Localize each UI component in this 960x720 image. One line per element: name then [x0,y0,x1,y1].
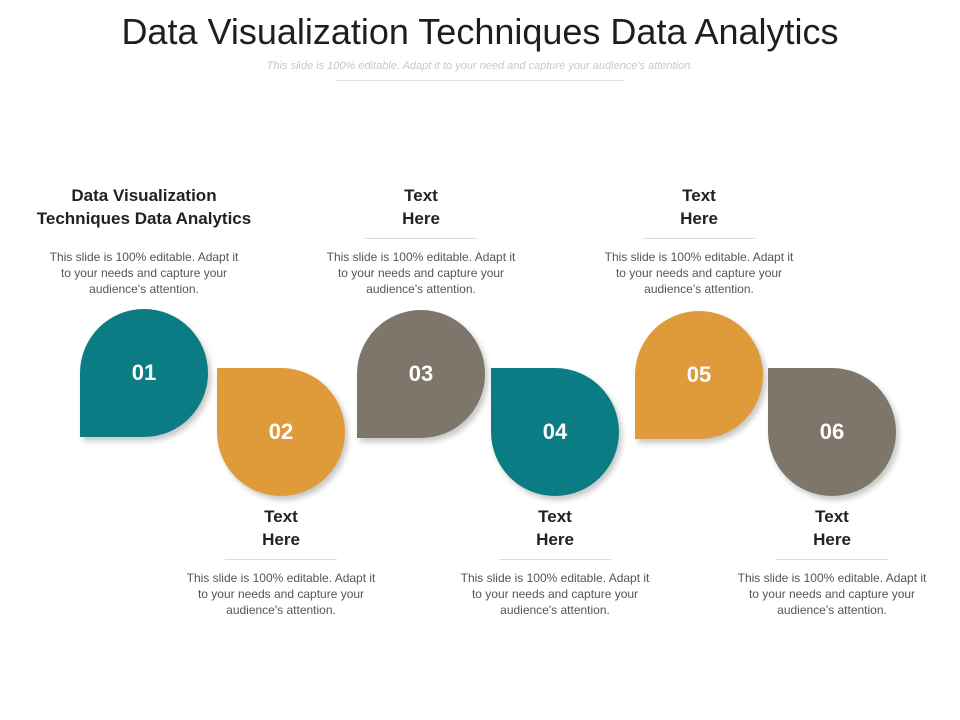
step-5-heading: Text Here [680,186,718,228]
step-4-heading: Text Here [536,507,574,549]
step-6-marker: 06 [768,368,898,498]
step-2-marker: 02 [217,368,347,498]
step-5-divider [643,238,755,239]
step-1-text-block: Data Visualization Techniques Data Analy… [34,184,254,297]
page-subtitle: This slide is 100% editable. Adapt it to… [266,60,694,72]
step-3-heading: Text Here [402,186,440,228]
step-6-petal [768,368,896,496]
step-5-description: This slide is 100% editable. Adapt it to… [604,250,794,296]
step-3-number: 03 [408,361,434,386]
step-1-divider [88,238,200,239]
step-5-marker: 05 [635,311,765,441]
step-2-petal [217,368,345,496]
subtitle-divider [335,80,625,81]
step-1-petal [80,309,208,437]
step-6-number: 06 [819,419,845,444]
step-4-description: This slide is 100% editable. Adapt it to… [460,571,650,617]
step-2-heading: Text Here [262,507,300,549]
step-1-marker: 01 [80,309,210,439]
step-6-heading: Text Here [813,507,851,549]
step-2-number: 02 [268,419,294,444]
step-1-description: This slide is 100% editable. Adapt it to… [49,250,239,296]
step-6-description: This slide is 100% editable. Adapt it to… [737,571,927,617]
step-4-number: 04 [542,419,568,444]
step-1-number: 01 [131,360,157,385]
step-2-text-block: Text Here This slide is 100% editable. Ad… [171,505,391,618]
step-3-description: This slide is 100% editable. Adapt it to… [326,250,516,296]
step-3-text-block: Text Here This slide is 100% editable. Ad… [311,184,531,297]
step-5-petal [635,311,763,439]
step-4-text-block: Text Here This slide is 100% editable. Ad… [445,505,665,618]
step-4-petal [491,368,619,496]
step-6-text-block: Text Here This slide is 100% editable. Ad… [722,505,942,618]
step-3-divider [365,238,477,239]
step-1-heading: Data Visualization Techniques Data Analy… [36,186,252,228]
step-4-divider [499,559,611,560]
step-4-marker: 04 [491,368,621,498]
step-2-description: This slide is 100% editable. Adapt it to… [186,571,376,617]
step-3-marker: 03 [357,310,487,440]
page-title: Data Visualization Techniques Data Analy… [121,11,839,52]
step-2-divider [225,559,337,560]
step-5-text-block: Text Here This slide is 100% editable. Ad… [589,184,809,297]
step-3-petal [357,310,485,438]
step-6-divider [776,559,888,560]
step-5-number: 05 [686,362,712,387]
